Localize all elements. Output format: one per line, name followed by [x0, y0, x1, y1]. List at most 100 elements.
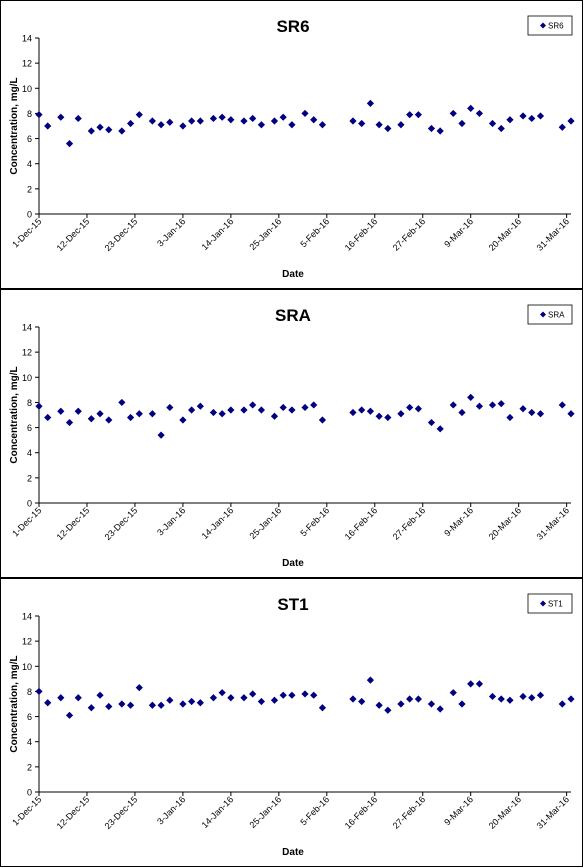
data-point [536, 410, 545, 418]
x-tick-label: 20-Mar-16 [487, 794, 523, 830]
x-axis-label: Date [282, 558, 304, 569]
x-tick-label: 25-Jan-16 [248, 505, 284, 541]
data-point [497, 695, 505, 703]
x-tick-label: 31-Mar-16 [535, 216, 571, 252]
data-point [349, 695, 357, 703]
data-point [536, 691, 545, 699]
x-tick-label: 1-Dec-15 [10, 216, 43, 249]
data-point [288, 121, 296, 129]
data-point [157, 431, 165, 439]
legend: SR6 [527, 15, 573, 36]
data-point [270, 412, 279, 420]
data-point [414, 111, 422, 119]
data-point [497, 124, 505, 133]
chart-panel-sr6: SR6 SR6 Concentration, mg/L Date 0 2 4 6 8 10… [0, 0, 583, 289]
data-point [406, 111, 414, 119]
data-point [166, 403, 174, 412]
x-tick-label: 12-Dec-15 [55, 216, 92, 253]
x-tick-label: 9-Mar-16 [442, 216, 475, 249]
data-point [135, 684, 143, 692]
y-tick-label: 6 [27, 423, 32, 433]
data-point [118, 398, 126, 407]
data-point [384, 124, 392, 133]
data-point [166, 118, 174, 126]
data-point [118, 700, 126, 708]
data-point [366, 676, 375, 684]
data-point [414, 695, 422, 703]
data-point [288, 406, 296, 414]
x-tick-label: 25-Jan-16 [248, 794, 284, 830]
y-tick-label: 12 [22, 348, 32, 358]
chart-svg-sr6: SR6 SR6 Concentration, mg/L Date 0 2 4 6 8 10… [9, 15, 575, 280]
legend-box [527, 304, 573, 325]
chart-svg-st1: ST1 ST1 Concentration, mg/L Date 0 2 4 6 8 10… [9, 593, 575, 858]
x-tick-label: 12-Dec-15 [55, 505, 92, 542]
data-point [148, 410, 156, 418]
data-point [270, 117, 279, 125]
x-tick-label: 23-Dec-15 [103, 794, 140, 831]
data-point [87, 704, 95, 712]
x-axis-label: Date [282, 269, 304, 280]
data-point [157, 701, 165, 709]
y-axis-label: Concentration, mg/L [9, 77, 20, 174]
data-point [528, 114, 536, 123]
x-tick-label: 3-Jan-16 [155, 505, 187, 537]
data-point [449, 401, 457, 409]
y-tick-label: 0 [27, 788, 32, 798]
x-tick-label: 23-Dec-15 [103, 216, 140, 253]
data-point [310, 691, 318, 699]
y-tick-label: 2 [27, 473, 32, 483]
x-tick-label: 3-Jan-16 [155, 216, 187, 248]
data-point [397, 700, 405, 708]
data-point [397, 410, 405, 418]
data-point [475, 402, 484, 410]
data-point [57, 113, 65, 121]
data-point [467, 393, 475, 401]
data-point [567, 410, 575, 418]
data-point [488, 692, 497, 701]
data-point [44, 413, 52, 422]
y-axis-label: Concentration, mg/L [9, 655, 20, 752]
y-tick-label: 4 [27, 737, 32, 747]
data-point [227, 406, 235, 414]
y-tick-label: 2 [27, 184, 32, 194]
data-point [196, 117, 204, 125]
data-point [427, 418, 436, 427]
data-point [166, 696, 174, 704]
data-point [96, 691, 104, 699]
data-point [449, 689, 457, 697]
legend: ST1 [527, 593, 573, 614]
data-point [218, 410, 226, 418]
y-tick-label: 8 [27, 398, 32, 408]
y-tick-label: 6 [27, 712, 32, 722]
data-point [458, 408, 466, 417]
data-point [35, 111, 43, 119]
data-point [209, 694, 218, 702]
data-point [397, 121, 405, 129]
data-point [126, 701, 135, 709]
x-tick-label: 5-Feb-16 [298, 216, 331, 249]
data-point [249, 401, 257, 409]
y-tick-label: 12 [22, 59, 32, 69]
data-point [497, 400, 505, 408]
data-point [126, 413, 135, 422]
x-tick-label: 14-Jan-16 [200, 216, 236, 252]
data-point [148, 117, 156, 125]
data-point [406, 695, 414, 703]
x-axis-label: Date [282, 847, 304, 858]
x-tick-label: 27-Feb-16 [391, 216, 427, 252]
data-point [506, 116, 514, 124]
data-point [65, 418, 74, 427]
data-point [458, 700, 466, 708]
data-point [118, 127, 126, 135]
data-point [436, 127, 444, 135]
y-tick-label: 8 [27, 687, 32, 697]
y-tick-label: 2 [27, 762, 32, 772]
x-tick-label: 31-Mar-16 [535, 794, 571, 830]
data-point [105, 126, 113, 134]
x-ticks: 1-Dec-15 12-Dec-15 23-Dec-15 3-Jan-16 14-Jan… [10, 214, 571, 253]
x-tick-label: 23-Dec-15 [103, 505, 140, 542]
legend-label: SR6 [548, 22, 564, 31]
legend-marker-diamond-icon [540, 600, 546, 607]
